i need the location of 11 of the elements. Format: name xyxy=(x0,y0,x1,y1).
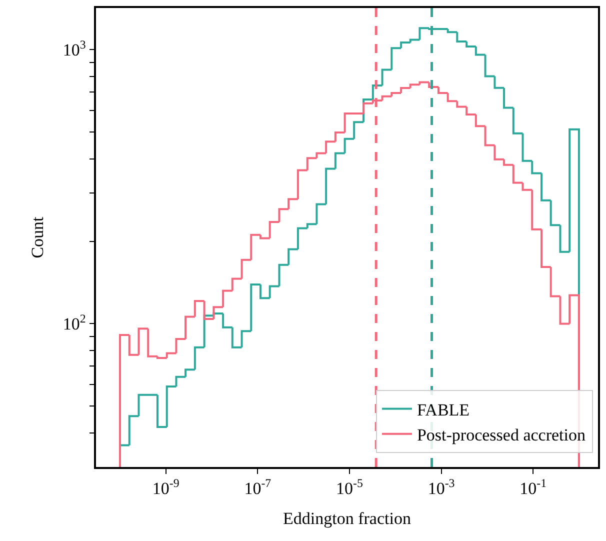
x-tick-label: 10$^{-3}$ xyxy=(428,476,455,498)
x-axis-title: Eddington fraction xyxy=(283,509,412,528)
y-tick-label: 10$^{2}$ xyxy=(62,312,86,334)
y-axis-title: Count xyxy=(28,216,47,258)
x-tick-label: 10$^{-7}$ xyxy=(244,476,272,498)
legend-label: Post-processed accretion xyxy=(416,426,586,445)
legend-label: FABLE xyxy=(416,400,470,420)
x-tick-label: 10$^{-1}$ xyxy=(520,476,547,498)
x-tick-label: 10$^{-5}$ xyxy=(336,476,363,498)
x-tick-label: 10$^{-9}$ xyxy=(152,476,180,498)
y-tick-label: 10$^{3}$ xyxy=(62,38,86,60)
